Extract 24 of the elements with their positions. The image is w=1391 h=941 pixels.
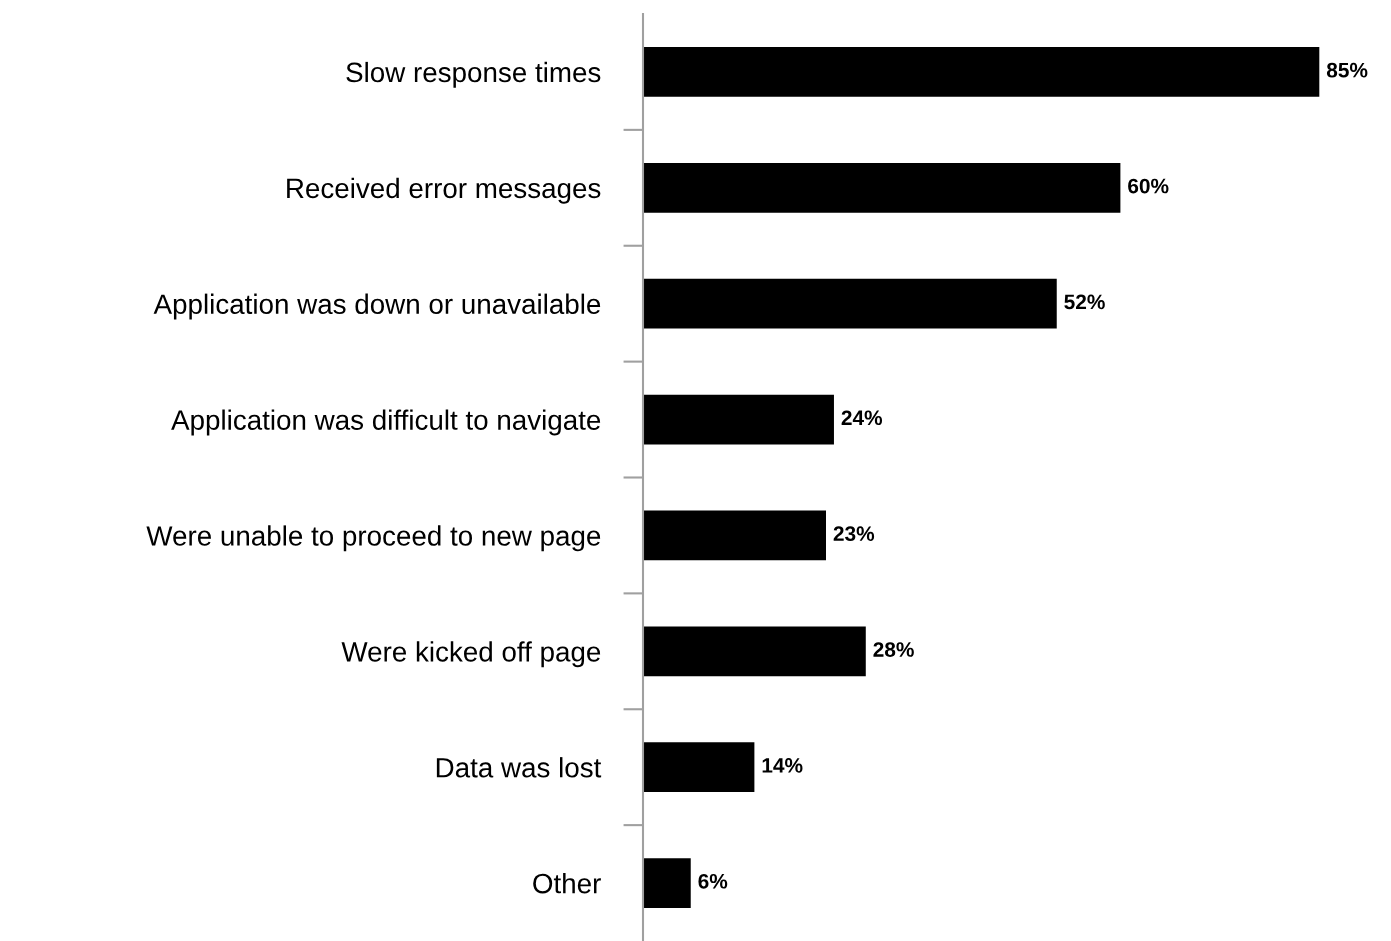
y-tick-label: Slow response times xyxy=(346,61,601,88)
bar xyxy=(643,626,866,677)
bar xyxy=(643,162,1121,213)
bar xyxy=(643,47,1320,97)
bar xyxy=(643,858,691,908)
y-tick-label: Application was difficult to navigate xyxy=(171,409,601,436)
data-label: 28% xyxy=(873,642,914,657)
bar xyxy=(643,278,1057,329)
y-tick-label: Received error messages xyxy=(287,177,601,204)
bar xyxy=(643,510,826,561)
data-label: 23% xyxy=(833,526,875,542)
data-label: 6% xyxy=(698,873,728,889)
y-tick-label: Were unable to proceed to new page xyxy=(146,525,601,552)
bar xyxy=(643,742,755,793)
data-label: 24% xyxy=(841,410,883,426)
data-label: 14% xyxy=(762,758,803,773)
y-tick-label: Other xyxy=(533,873,601,894)
y-tick-label: Were kicked off page xyxy=(341,641,601,668)
data-label: 60% xyxy=(1128,178,1169,194)
data-label: 52% xyxy=(1064,294,1105,310)
bar xyxy=(643,394,834,445)
data-label: 85% xyxy=(1326,62,1368,78)
y-tick-label: Application was down or unavailable xyxy=(153,293,601,320)
y-tick-label: Data was lost xyxy=(436,757,602,778)
